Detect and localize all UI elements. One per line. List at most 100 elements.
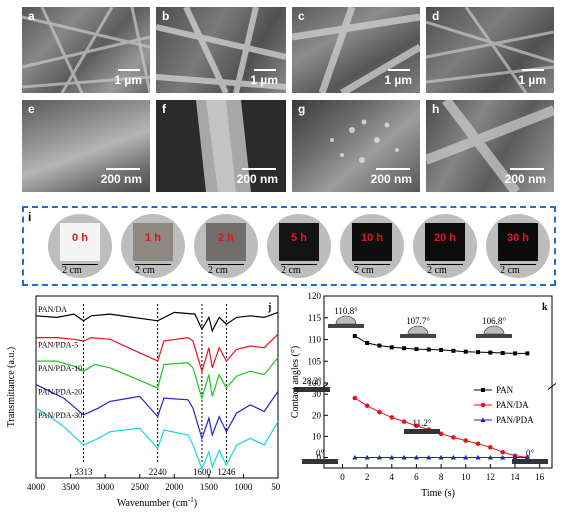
data-point xyxy=(512,454,518,460)
data-point xyxy=(376,454,383,460)
x-tick-label: 14 xyxy=(511,472,521,482)
data-point xyxy=(450,454,457,460)
peak-label: 1246 xyxy=(217,467,236,477)
x-tick-label: 6 xyxy=(414,472,419,482)
data-point xyxy=(426,347,431,352)
scale-bar xyxy=(62,264,98,265)
x-tick-label: 2000 xyxy=(165,482,184,492)
time-label: 30 h xyxy=(506,232,529,244)
sem-panel-c: c 1 µm xyxy=(292,7,420,93)
peak-label: 3313 xyxy=(75,467,94,477)
y-tick-label: 30 xyxy=(312,389,322,399)
y-axis-label: Contact angles (°) xyxy=(290,346,301,418)
contact-angle-chart: 0 2 4 6 8 10 12 14 16 100 105 110 115 120 0 10 20 30 PAN PA… xyxy=(290,291,557,499)
time-label: 20 h xyxy=(433,232,456,244)
scale-bar xyxy=(135,264,171,265)
data-point xyxy=(414,423,419,429)
x-tick-label: 0 xyxy=(340,472,345,482)
y-tick-label: 110 xyxy=(308,335,322,345)
x-axis-label-sup: -1 xyxy=(188,496,194,504)
sample-photo: 10 h 2 cm xyxy=(340,214,404,278)
data-point xyxy=(439,347,444,352)
data-point xyxy=(352,334,357,339)
y-tick-label: 120 xyxy=(308,291,322,301)
scale-text: 2 cm xyxy=(354,265,374,276)
legend-marker xyxy=(480,417,486,422)
scale-text: 2 cm xyxy=(500,265,520,276)
data-point xyxy=(500,350,505,355)
scale-text: 2 cm xyxy=(135,265,155,276)
sem-panel-g: g 200 nm xyxy=(292,100,420,192)
scale-bar xyxy=(118,69,140,71)
x-tick-label: 4 xyxy=(390,472,395,482)
membrane-sample xyxy=(133,223,173,261)
data-point xyxy=(413,454,420,460)
data-point xyxy=(475,441,481,447)
data-point xyxy=(525,351,530,356)
membrane-sample xyxy=(60,223,100,261)
scale-bar xyxy=(388,69,410,71)
sample-photo: 2 h 2 cm xyxy=(194,214,258,278)
data-point xyxy=(451,348,456,353)
data-point xyxy=(524,454,530,460)
data-point xyxy=(487,454,493,460)
y-tick-label: 20 xyxy=(312,410,322,420)
sample-photo: 30 h 2 cm xyxy=(486,214,550,278)
sem-panel-b: b 1 µm xyxy=(156,7,286,93)
x-tick-label: 4000 xyxy=(27,482,46,492)
data-point xyxy=(476,350,481,355)
ftir-chart: 4000 3500 3000 2500 2000 1500 1000 500 3313 2240 1… xyxy=(6,295,280,509)
series-line xyxy=(35,384,279,441)
panel-label: h xyxy=(432,102,440,116)
x-tick-label: 10 xyxy=(461,472,471,482)
sample-photo: 1 h 2 cm xyxy=(121,214,185,278)
scale-text: 2 cm xyxy=(62,265,82,276)
data-point xyxy=(377,343,382,348)
data-point xyxy=(500,449,506,455)
panel-label: b xyxy=(162,9,170,23)
scale-text: 200 nm xyxy=(504,172,546,186)
scale-bar xyxy=(376,168,410,170)
data-point xyxy=(463,349,468,354)
scale-bar xyxy=(500,264,536,265)
particle-texture xyxy=(330,119,399,163)
panel-label: g xyxy=(298,102,306,116)
droplet-icon xyxy=(483,325,505,335)
data-point xyxy=(500,454,506,460)
data-point xyxy=(513,351,518,356)
angle-annotation: 110.8° xyxy=(334,306,358,316)
scale-text: 1 µm xyxy=(384,73,412,87)
data-point xyxy=(463,454,469,460)
scale-bar xyxy=(522,69,544,71)
y-tick-label: 0 xyxy=(317,452,322,462)
x-tick-label: 16 xyxy=(535,472,545,482)
y-tick-label: 10 xyxy=(312,431,322,441)
scale-text: 2 cm xyxy=(427,265,447,276)
membrane-sample xyxy=(206,223,246,261)
plot-frame xyxy=(323,295,553,469)
substrate-icon xyxy=(476,334,512,338)
time-label: 10 h xyxy=(360,232,383,244)
fiber-texture xyxy=(22,7,150,93)
axis-break-mark xyxy=(547,383,557,390)
legend-marker xyxy=(481,388,485,392)
series-label: PAN/DA xyxy=(38,305,67,314)
fiber-texture xyxy=(196,100,251,192)
scale-text: 200 nm xyxy=(100,172,142,186)
peak-label: 2240 xyxy=(149,467,168,477)
data-point xyxy=(463,438,469,443)
data-point xyxy=(451,435,456,440)
scale-text: 2 cm xyxy=(281,265,301,276)
series-line xyxy=(35,311,279,333)
sem-panel-h: h 200 nm xyxy=(426,100,554,192)
panel-label: j xyxy=(267,302,271,313)
panel-label: a xyxy=(28,9,35,23)
panel-label: c xyxy=(298,9,305,23)
data-point xyxy=(401,419,407,424)
legend-label: PAN xyxy=(496,385,514,395)
substrate-icon xyxy=(302,459,338,464)
time-label: 0 h xyxy=(72,232,88,244)
scale-text: 2 cm xyxy=(208,265,228,276)
scale-text: 1 µm xyxy=(114,73,142,87)
